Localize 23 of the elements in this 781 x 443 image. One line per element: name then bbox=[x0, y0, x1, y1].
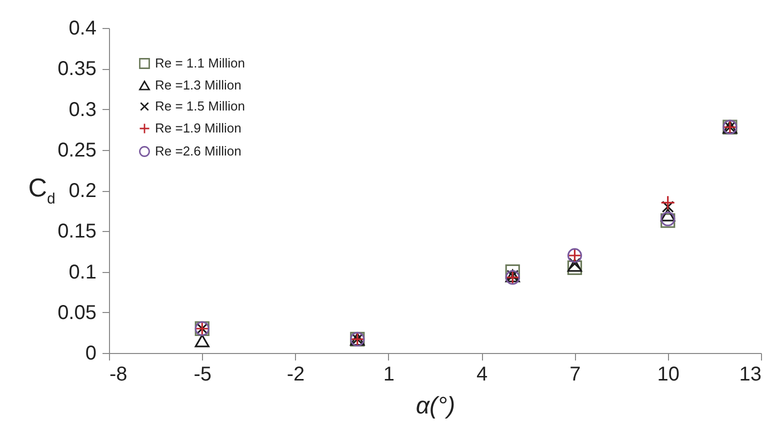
y-tick-label: 0.2 bbox=[68, 180, 96, 202]
legend-label: Re =1.3 Million bbox=[155, 78, 242, 92]
legend-label: Re = 1.5 Million bbox=[155, 98, 245, 114]
legend-label: Re = 1.1 Million bbox=[155, 56, 245, 70]
y-tick-label: 0.05 bbox=[58, 302, 96, 324]
x-axis-title: α(°) bbox=[416, 392, 456, 420]
legend-label: Re =1.9 Million bbox=[155, 120, 242, 136]
x-tick-label: 13 bbox=[739, 364, 762, 386]
y-tick-label: 0.15 bbox=[58, 220, 96, 243]
x-tick-label: -2 bbox=[286, 364, 305, 386]
y-tick-label: 0.35 bbox=[58, 58, 96, 80]
x-tick-label: 10 bbox=[657, 364, 680, 386]
y-tick-label: 0.4 bbox=[68, 18, 96, 40]
x-tick-label: -8 bbox=[110, 364, 128, 386]
y-tick-label: 0.3 bbox=[68, 98, 96, 121]
x-tick-label: -5 bbox=[194, 364, 212, 386]
y-tick-label: 0.25 bbox=[58, 139, 96, 162]
y-tick-label: 0 bbox=[85, 342, 96, 364]
x-tick-label: 4 bbox=[476, 364, 488, 386]
x-tick-label: 7 bbox=[570, 364, 581, 386]
y-tick-label: 0.1 bbox=[68, 261, 96, 284]
legend-label: Re =2.6 Million bbox=[155, 144, 242, 158]
x-tick-label: 1 bbox=[383, 364, 394, 386]
